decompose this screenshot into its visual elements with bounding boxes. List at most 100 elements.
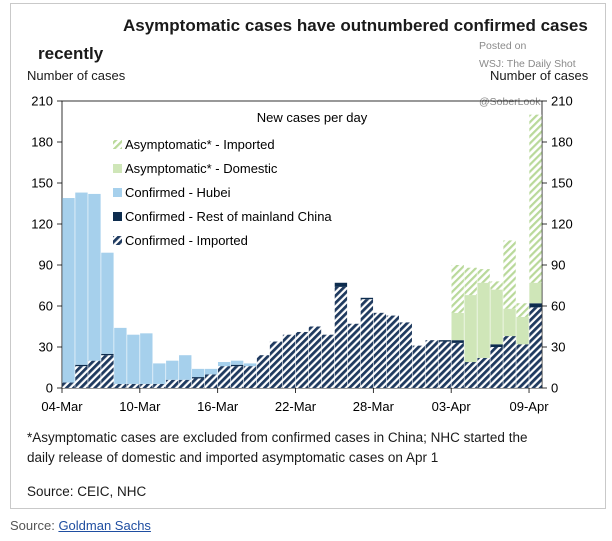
y-tick-label-left-60: 60 [39,299,53,314]
bar-segment-confirmed-hubei-9 [179,355,192,380]
bar-segment-asymptomatic-domestic-31 [464,295,477,363]
outer-source-label: Source: [10,518,55,533]
y-tick-label-right-180: 180 [551,135,573,150]
y-tick-label-right-0: 0 [551,381,558,396]
y-tick-label-left-150: 150 [31,176,53,191]
bar-segment-asymptomatic-imported-33 [490,281,503,290]
bar-segment-asymptomatic-domestic-34 [503,308,516,337]
bar-segment-confirmed-imported-21 [334,286,348,388]
y-tick-label-left-180: 180 [31,135,53,150]
bar-segment-confirmed-imported-10 [192,378,205,388]
legend-swatch-0 [113,140,122,149]
right-axis-label: Number of cases [490,68,589,83]
bar-segment-confirmed-imported-36 [529,307,542,388]
bar-segment-confirmed-imported-31 [464,362,477,388]
left-axis-label: Number of cases [27,68,126,83]
bar-segment-confirmed-rest-of-mainland-china-21 [334,282,348,287]
bar-segment-asymptomatic-imported-34 [503,240,516,309]
y-tick-label-right-30: 30 [551,340,565,355]
bar-segment-confirmed-imported-15 [256,355,270,388]
legend-label-4: Confirmed - Imported [125,233,248,248]
bar-segment-confirmed-imported-12 [217,366,231,388]
y-tick-label-left-90: 90 [39,258,53,273]
legend-swatch-3 [113,212,122,221]
legend-swatch-4 [113,236,122,245]
bar-segment-confirmed-imported-14 [243,366,257,388]
bar-segment-confirmed-imported-4 [114,383,127,388]
bar-segment-confirmed-imported-25 [386,315,399,388]
bar-segment-confirmed-imported-0 [62,382,75,388]
bar-segment-confirmed-hubei-1 [75,192,88,365]
bar-segment-confirmed-hubei-8 [166,360,179,380]
bar-segment-confirmed-imported-18 [295,331,309,388]
bar-segment-confirmed-imported-27 [412,345,425,388]
bar-segment-confirmed-imported-3 [101,355,114,388]
bar-segment-confirmed-imported-19 [308,326,322,388]
bar-segment-confirmed-imported-11 [205,374,218,388]
bar-segment-confirmed-hubei-11 [205,368,218,375]
watermark-line3: @SoberLook [479,96,541,108]
bar-segment-confirmed-imported-16 [269,341,283,388]
plot-inner-title: New cases per day [257,110,368,125]
bar-segment-confirmed-imported-24 [373,312,387,388]
bar-segment-asymptomatic-domestic-35 [516,316,529,345]
bar-segment-confirmed-imported-9 [179,379,192,388]
x-tick-label-16-Mar: 16-Mar [197,399,239,414]
bar-segment-confirmed-imported-30 [451,342,464,388]
y-tick-label-left-0: 0 [46,381,53,396]
bar-segment-confirmed-hubei-3 [101,252,114,354]
bar-segment-confirmed-imported-1 [75,366,88,388]
y-tick-label-right-150: 150 [551,176,573,191]
y-tick-label-left-210: 210 [31,94,53,109]
outer-source: Source: Goldman Sachs [10,518,151,533]
bar-segment-confirmed-hubei-6 [140,333,153,384]
bar-segment-confirmed-hubei-7 [153,363,166,384]
bar-segment-confirmed-imported-33 [490,347,503,388]
goldman-sachs-link[interactable]: Goldman Sachs [58,518,151,533]
watermark-line2: WSJ: The Daily Shot [479,58,576,70]
bar-segment-asymptomatic-domestic-36 [529,282,542,304]
legend-label-3: Confirmed - Rest of mainland China [125,209,332,224]
x-tick-label-22-Mar: 22-Mar [275,399,317,414]
y-tick-label-right-120: 120 [551,217,573,232]
bar-segment-confirmed-imported-2 [88,360,101,388]
bar-segment-confirmed-imported-29 [438,341,451,388]
x-tick-label-10-Mar: 10-Mar [119,399,161,414]
footnote-line1: *Asymptomatic cases are excluded from co… [27,430,528,445]
bar-segment-asymptomatic-domestic-33 [490,289,503,345]
chart-title-line2: recently [38,44,104,63]
legend-swatch-2 [113,188,122,197]
bar-segment-confirmed-imported-22 [347,323,361,388]
bar-segment-confirmed-rest-of-mainland-china-33 [490,344,503,347]
bar-segment-confirmed-imported-7 [153,383,166,388]
legend-label-2: Confirmed - Hubei [125,185,231,200]
bar-segment-confirmed-rest-of-mainland-china-10 [192,377,205,379]
bar-segment-confirmed-imported-5 [127,383,140,388]
bar-segment-confirmed-hubei-0 [62,198,75,383]
footnote-line2: daily release of domestic and imported a… [27,450,439,465]
watermark-line1: Posted on [479,40,527,52]
bar-segment-confirmed-hubei-12 [217,362,231,367]
bar-segment-confirmed-rest-of-mainland-china-29 [438,340,451,342]
bar-segment-asymptomatic-domestic-32 [477,282,490,358]
bar-segment-confirmed-imported-17 [282,334,296,388]
bar-segment-confirmed-imported-26 [399,322,412,388]
bar-segment-asymptomatic-imported-30 [451,265,464,313]
x-tick-label-04-Mar: 04-Mar [41,399,83,414]
bar-segment-confirmed-imported-28 [425,340,438,388]
bar-segment-asymptomatic-imported-35 [516,303,529,317]
x-tick-label-03-Apr: 03-Apr [432,399,472,414]
bar-segment-confirmed-hubei-2 [88,193,101,361]
bar-segment-confirmed-imported-34 [503,336,516,388]
y-tick-label-right-90: 90 [551,258,565,273]
legend-label-1: Asymptomatic* - Domestic [125,161,278,176]
bar-segment-asymptomatic-imported-36 [529,114,542,283]
bar-segment-asymptomatic-imported-31 [464,267,477,296]
x-tick-label-09-Apr: 09-Apr [510,399,550,414]
bar-segment-confirmed-rest-of-mainland-china-36 [529,303,542,308]
bar-segment-confirmed-rest-of-mainland-china-3 [101,353,114,356]
bar-segment-confirmed-imported-20 [321,334,335,388]
bar-segment-confirmed-imported-35 [516,344,529,388]
bar-segment-asymptomatic-imported-32 [477,269,490,283]
bar-segment-confirmed-hubei-14 [243,363,257,367]
